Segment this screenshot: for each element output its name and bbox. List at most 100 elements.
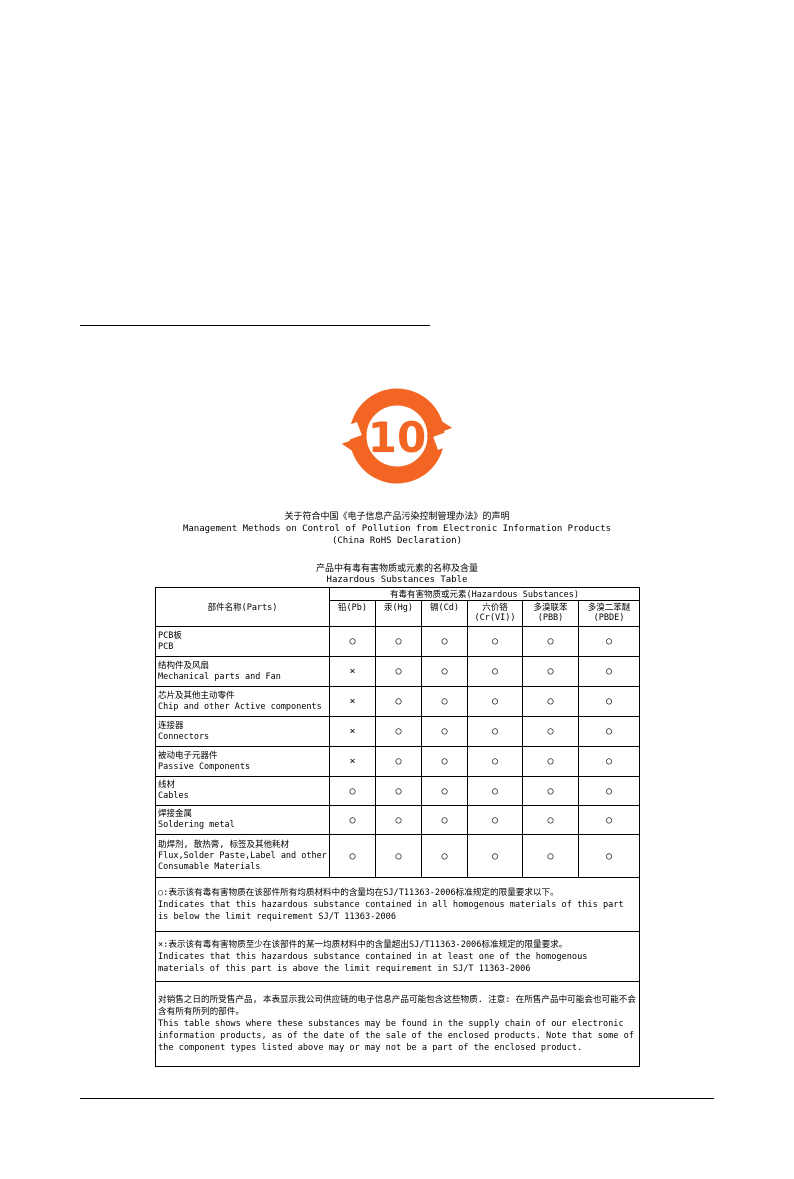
parts-header: 部件名称(Parts) (155, 587, 330, 627)
substance-mark: × (329, 716, 376, 747)
substance-mark: ○ (421, 656, 468, 687)
substance-mark: ○ (522, 834, 579, 878)
bottom-rule (80, 1098, 714, 1099)
part-name-zh: 结构件及风扇 (158, 660, 210, 671)
column-header-line: (PBDE) (593, 613, 625, 623)
part-name: 被动电子元器件 Passive Components (155, 746, 330, 777)
table-row: 连接器 Connectors × ○ ○ ○ ○ ○ (155, 716, 640, 747)
column-header: 汞(Hg) (375, 600, 422, 627)
heading-zh: 关于符合中国《电子信息产品污染控制管理办法》的声明 (284, 512, 510, 522)
part-name-zh: 芯片及其他主动零件 (158, 690, 235, 701)
substance-mark: ○ (467, 776, 523, 806)
part-name-zh: 焊接金属 (158, 809, 193, 819)
note-en: Indicates that this hazardous substance … (158, 899, 624, 922)
substance-mark: ○ (522, 626, 579, 657)
note: ×:表示该有毒有害物质至少在该部件的某一均质材料中的含量超出SJ/T11363-… (155, 931, 640, 982)
substance-mark: ○ (375, 656, 422, 687)
substance-mark: ○ (522, 656, 579, 687)
logo-number: 10 (368, 413, 426, 462)
substance-mark: ○ (375, 686, 422, 717)
substance-mark: ○ (375, 716, 422, 747)
part-name-en: PCB (158, 641, 174, 652)
substance-mark: ○ (522, 805, 579, 835)
table-title-en: Hazardous Substances Table (326, 575, 468, 585)
substance-mark: ○ (522, 716, 579, 747)
table-row: 线材 Cables ○ ○ ○ ○ ○ ○ (155, 776, 640, 806)
column-header-line: 六价铬 (482, 603, 508, 613)
substance-mark: ○ (329, 834, 376, 878)
substance-mark: ○ (421, 626, 468, 657)
substance-mark: ○ (522, 746, 579, 777)
substance-mark: ○ (522, 776, 579, 806)
column-header: 六价铬 (Cr(VI)) (467, 600, 523, 627)
part-name-en: Chip and other Active components (158, 701, 322, 712)
top-rule (80, 325, 430, 326)
part-name: 芯片及其他主动零件 Chip and other Active component… (155, 686, 330, 717)
part-name-en: Soldering metal (158, 820, 235, 830)
substance-mark: × (329, 686, 376, 717)
substance-mark: ○ (421, 776, 468, 806)
substance-mark: ○ (375, 776, 422, 806)
substance-mark: ○ (467, 656, 523, 687)
table-row: 结构件及风扇 Mechanical parts and Fan × ○ ○ ○ ○ ○ (155, 656, 640, 687)
table-row: 被动电子元器件 Passive Components × ○ ○ ○ ○ ○ (155, 746, 640, 777)
substance-mark: ○ (421, 716, 468, 747)
part-name-en: Flux,Solder Paste,Label and other Consum… (158, 850, 327, 872)
heading-en: Management Methods on Control of Polluti… (182, 524, 612, 534)
substance-mark: ○ (375, 626, 422, 657)
part-name-en: Mechanical parts and Fan (158, 671, 281, 682)
substance-mark: × (329, 656, 376, 687)
substance-mark: ○ (578, 686, 640, 717)
substance-mark: ○ (421, 834, 468, 878)
substance-mark: ○ (578, 716, 640, 747)
part-name-en: Passive Components (158, 761, 251, 772)
part-name: 助焊剂, 散热膏, 标签及其他耗材 Flux,Solder Paste,Label… (155, 834, 330, 878)
table-row: 助焊剂, 散热膏, 标签及其他耗材 Flux,Solder Paste,Label… (155, 834, 640, 878)
group-header: 有毒有害物质或元素(Hazardous Substances) (329, 587, 640, 601)
note: ○:表示该有毒有害物质在该部件所有均质材料中的含量均在SJ/T11363-200… (155, 877, 640, 932)
note-zh: ×:表示该有毒有害物质至少在该部件的某一均质材料中的含量超出SJ/T11363-… (158, 939, 568, 950)
china-rohs-10-logo: 10 (340, 388, 455, 484)
substance-mark: ○ (467, 686, 523, 717)
substance-mark: ○ (467, 834, 523, 878)
substance-mark: ○ (421, 805, 468, 835)
substance-mark: ○ (329, 776, 376, 806)
substance-mark: ○ (578, 776, 640, 806)
note-zh: 对销售之日的所受售产品, 本表显示我公司供应链的电子信息产品可能包含这些物质. … (158, 995, 636, 1017)
note-en: This table shows where these substances … (158, 1019, 634, 1053)
part-name: 连接器 Connectors (155, 716, 330, 747)
substance-mark: ○ (467, 716, 523, 747)
substance-mark: ○ (329, 805, 376, 835)
substance-mark: ○ (578, 834, 640, 878)
column-header: 铅(Pb) (329, 600, 376, 627)
part-name-en: Connectors (158, 731, 210, 742)
substance-mark: ○ (375, 834, 422, 878)
heading-sub: (China RoHS Declaration) (331, 536, 463, 546)
substance-mark: ○ (467, 805, 523, 835)
table-row: 焊接金属 Soldering metal ○ ○ ○ ○ ○ ○ (155, 805, 640, 835)
part-name-zh: 连接器 (158, 720, 184, 731)
part-name: 结构件及风扇 Mechanical parts and Fan (155, 656, 330, 687)
column-header: 多溴联苯 (PBB) (522, 600, 579, 627)
column-header: 镉(Cd) (421, 600, 468, 627)
table-title-zh: 产品中有毒有害物质或元素的名称及含量 (315, 564, 478, 574)
column-header: 多溴二苯醚 (PBDE) (578, 600, 640, 627)
column-header-line: 铅(Pb) (338, 603, 367, 613)
part-name: 线材 Cables (155, 776, 330, 806)
part-name: 焊接金属 Soldering metal (155, 805, 330, 835)
column-header-line: (PBB) (537, 613, 564, 623)
column-header-line: 镉(Cd) (430, 603, 459, 613)
substance-mark: ○ (578, 656, 640, 687)
part-name-en: Cables (158, 791, 189, 801)
hazardous-substances-table: 部件名称(Parts) 有毒有害物质或元素(Hazardous Substanc… (155, 587, 640, 1067)
note-en: Indicates that this hazardous substance … (158, 951, 588, 974)
substance-mark: ○ (578, 805, 640, 835)
column-header-line: 多溴联苯 (533, 603, 568, 613)
substance-mark: ○ (578, 626, 640, 657)
substance-mark: ○ (329, 626, 376, 657)
part-name-zh: 被动电子元器件 (158, 750, 218, 761)
column-header-line: 汞(Hg) (384, 603, 413, 613)
substance-mark: ○ (421, 746, 468, 777)
substance-mark: ○ (467, 746, 523, 777)
